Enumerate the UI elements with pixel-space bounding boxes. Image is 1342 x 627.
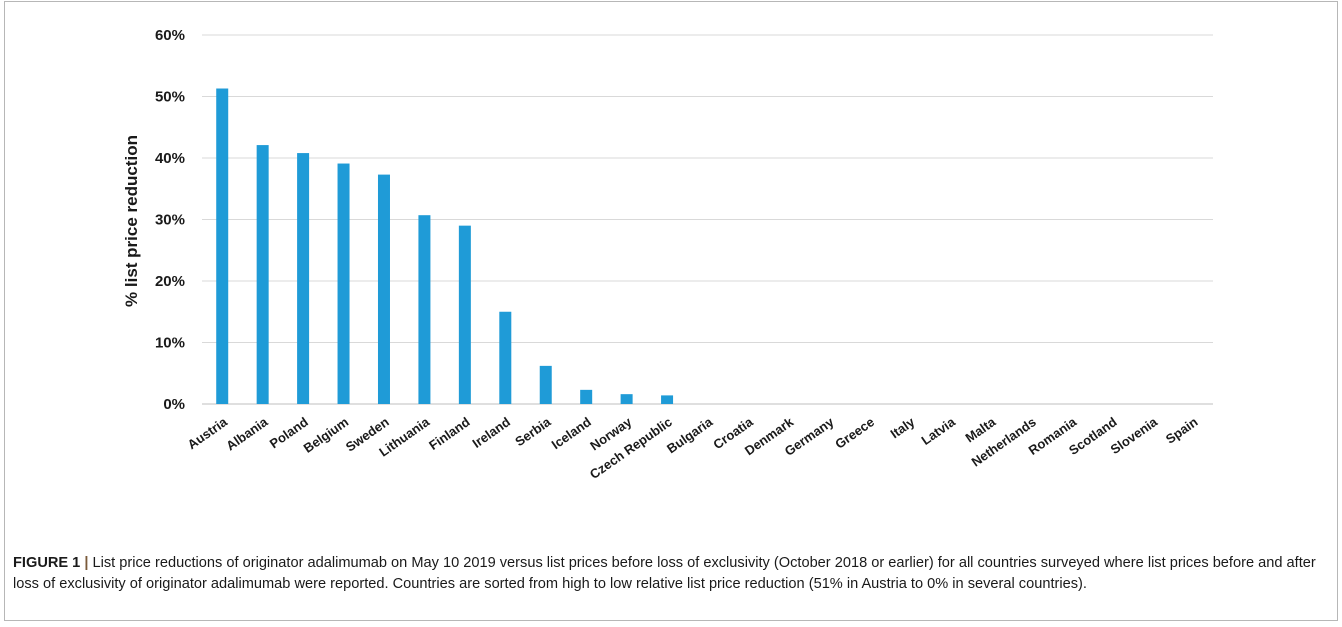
x-tick-label: Ireland	[470, 414, 514, 451]
x-tick-label: Albania	[223, 414, 271, 454]
bars	[216, 88, 674, 404]
y-tick-label: 0%	[163, 396, 185, 413]
bar-belgium	[337, 163, 350, 404]
y-tick-label: 60%	[155, 27, 185, 44]
caption-text: List price reductions of originator adal…	[13, 555, 1316, 592]
caption-label: FIGURE 1	[13, 555, 81, 571]
x-axis-category-labels: AustriaAlbaniaPolandBelgiumSwedenLithuan…	[185, 414, 1201, 482]
bar-czech-republic	[661, 395, 674, 404]
x-tick-label: Iceland	[549, 414, 594, 452]
x-tick-label: Italy	[888, 414, 919, 442]
bar-chart: 0% 10% 20% 30% 40% 50% 60% AustriaAlbaniaPolan…	[122, 27, 1213, 482]
x-tick-label: Spain	[1163, 414, 1201, 447]
caption-separator: |	[84, 555, 89, 571]
y-tick-label: 30%	[155, 212, 185, 229]
x-tick-label: Finland	[426, 414, 473, 453]
x-tick-label: Slovenia	[1108, 414, 1161, 457]
y-tick-label: 50%	[155, 89, 185, 106]
bar-iceland	[580, 389, 593, 404]
x-tick-label: Serbia	[512, 414, 554, 450]
bar-sweden	[377, 174, 390, 404]
bar-lithuania	[418, 215, 431, 404]
bar-ireland	[499, 311, 512, 404]
y-tick-label: 10%	[155, 335, 185, 352]
bar-finland	[458, 225, 471, 404]
gridlines	[202, 34, 1213, 405]
bar-serbia	[539, 365, 552, 404]
bar-austria	[216, 88, 229, 404]
bar-norway	[620, 394, 633, 404]
y-axis-ticks: 0% 10% 20% 30% 40% 50% 60%	[155, 27, 185, 413]
x-tick-label: Greece	[832, 414, 877, 452]
x-tick-label: Latvia	[918, 414, 958, 448]
x-tick-label: Belgium	[301, 414, 352, 456]
y-tick-label: 20%	[155, 273, 185, 290]
bar-albania	[256, 145, 269, 404]
x-tick-label: Austria	[185, 414, 231, 452]
figure-caption: FIGURE 1 | List price reductions of orig…	[13, 553, 1331, 595]
y-tick-label: 40%	[155, 150, 185, 167]
x-tick-label: Bulgaria	[664, 414, 716, 457]
bar-poland	[297, 153, 310, 404]
y-axis-title: % list price reduction	[122, 135, 141, 307]
